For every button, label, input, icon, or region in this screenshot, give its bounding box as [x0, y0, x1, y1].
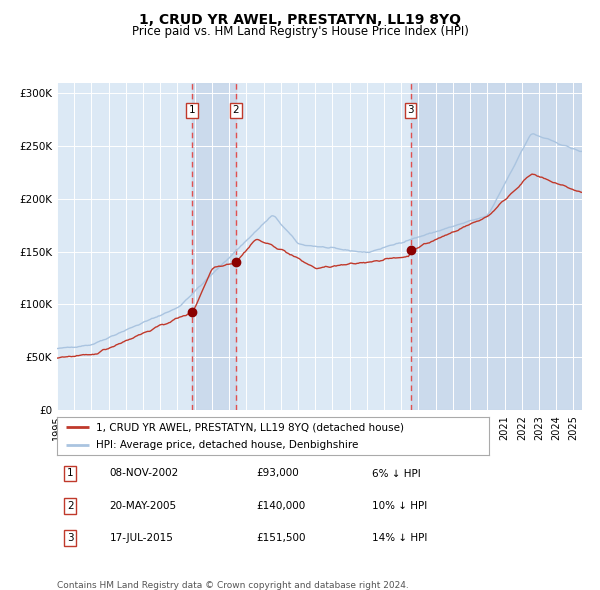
Text: 1: 1	[67, 468, 73, 478]
Text: 3: 3	[407, 106, 414, 116]
Text: 20-MAY-2005: 20-MAY-2005	[110, 501, 176, 511]
Bar	[410, 83, 582, 410]
Text: £93,000: £93,000	[257, 468, 299, 478]
Text: Contains HM Land Registry data © Crown copyright and database right 2024.
This d: Contains HM Land Registry data © Crown c…	[57, 581, 409, 590]
Text: 1, CRUD YR AWEL, PRESTATYN, LL19 8YQ: 1, CRUD YR AWEL, PRESTATYN, LL19 8YQ	[139, 13, 461, 27]
Text: 6% ↓ HPI: 6% ↓ HPI	[372, 468, 421, 478]
Text: 10% ↓ HPI: 10% ↓ HPI	[372, 501, 427, 511]
Text: HPI: Average price, detached house, Denbighshire: HPI: Average price, detached house, Denb…	[96, 440, 358, 450]
Text: Price paid vs. HM Land Registry's House Price Index (HPI): Price paid vs. HM Land Registry's House …	[131, 25, 469, 38]
Text: 2: 2	[67, 501, 73, 511]
Text: 3: 3	[67, 533, 73, 543]
Text: 14% ↓ HPI: 14% ↓ HPI	[372, 533, 427, 543]
Text: 2: 2	[232, 106, 239, 116]
Bar	[192, 83, 236, 410]
Text: 1, CRUD YR AWEL, PRESTATYN, LL19 8YQ (detached house): 1, CRUD YR AWEL, PRESTATYN, LL19 8YQ (de…	[96, 422, 404, 432]
Text: £140,000: £140,000	[257, 501, 306, 511]
Text: 1: 1	[189, 106, 196, 116]
Text: 17-JUL-2015: 17-JUL-2015	[110, 533, 173, 543]
Text: £151,500: £151,500	[257, 533, 306, 543]
Text: 08-NOV-2002: 08-NOV-2002	[110, 468, 179, 478]
